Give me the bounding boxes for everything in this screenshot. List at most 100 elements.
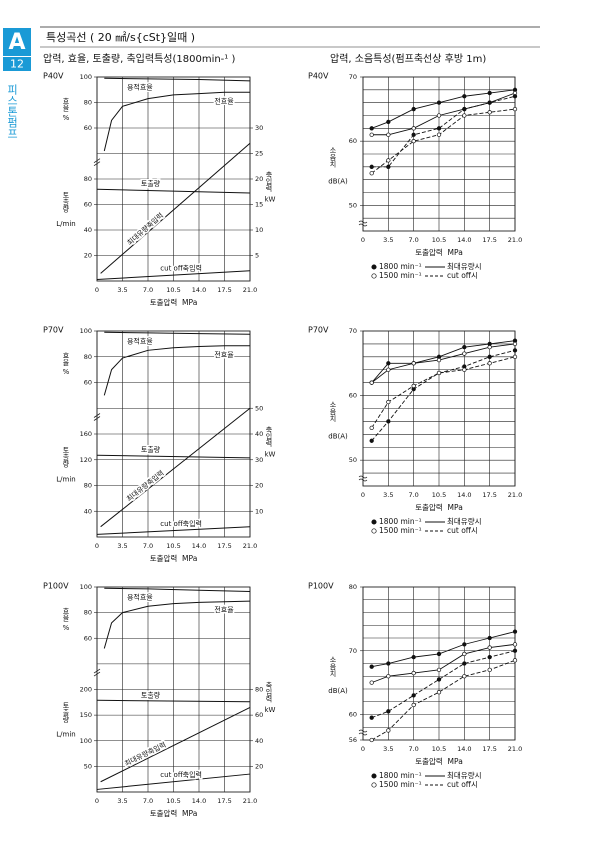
series-label: 전효율 (214, 96, 234, 105)
x-tick-label: 10.5 (166, 542, 180, 550)
data-point (462, 106, 467, 112)
y-axis-unit: L/min (56, 475, 75, 483)
chart-title: P40V (43, 72, 64, 81)
data-point (512, 106, 518, 112)
x-tick-label: 0 (361, 745, 365, 753)
y-tick-label: 60 (84, 201, 92, 209)
legend-label: 최대유량시 (447, 261, 482, 271)
data-point (386, 419, 391, 424)
axis-break (358, 729, 368, 736)
x-tick-label: 3.5 (117, 286, 127, 294)
data-point (436, 100, 442, 105)
data-point (369, 164, 374, 169)
x-tick-label: 17.5 (217, 286, 231, 294)
legend-marker (371, 782, 377, 788)
x-tick-label: 21.0 (508, 236, 522, 244)
badge-page (3, 57, 31, 71)
data-point (512, 658, 518, 663)
data-point (462, 651, 467, 657)
y-tick-label: 60 (255, 711, 263, 719)
data-point (369, 171, 374, 176)
y3-axis-title: 효율 (62, 97, 70, 111)
data-point (487, 635, 492, 641)
x-tick-label: 21.0 (243, 286, 257, 294)
chart-title: P40V (308, 72, 329, 81)
data-point (436, 667, 442, 673)
legend-label: 최대유량시 (447, 516, 482, 526)
y-tick-label: 50 (349, 456, 357, 464)
x-tick-label: 3.5 (117, 797, 127, 805)
data-point (487, 110, 492, 115)
legend-marker (371, 773, 377, 779)
x-tick-label: 14.0 (192, 797, 206, 805)
data-point (462, 113, 467, 118)
data-point (386, 132, 391, 137)
y-tick-label: 80 (84, 482, 92, 490)
series-line (103, 600, 251, 649)
data-point (386, 709, 391, 714)
data-point (411, 670, 416, 676)
y-tick-label: 40 (255, 430, 263, 438)
y-axis-unit: dB(A) (328, 687, 348, 695)
x-tick-label: 3.5 (383, 236, 393, 244)
x-tick-label: 17.5 (482, 745, 496, 753)
y-tick-label: 40 (255, 737, 263, 745)
y-tick-label: 60 (349, 711, 357, 719)
x-tick-label: 21.0 (508, 745, 522, 753)
x-axis-title: 토출압력 MPa (415, 247, 463, 257)
y-tick-label: 50 (255, 404, 263, 412)
y-tick-label: 50 (84, 762, 92, 770)
chart-title: P70V (43, 326, 64, 335)
data-point (369, 438, 374, 443)
x-tick-label: 10.5 (432, 236, 446, 244)
data-point (386, 164, 391, 169)
axis-break (358, 220, 368, 227)
data-point (369, 380, 374, 385)
y2-axis-title: 축입력 (265, 425, 273, 448)
series-line (371, 89, 516, 129)
data-point (462, 94, 467, 99)
series-line (371, 659, 516, 741)
data-point (512, 94, 518, 99)
x-tick-label: 10.5 (166, 286, 180, 294)
series-line (96, 270, 251, 280)
data-point (411, 693, 416, 698)
series-line (96, 454, 251, 459)
data-point (386, 361, 391, 366)
data-point (512, 348, 518, 353)
series-label: 용적효율 (127, 592, 153, 601)
x-tick-label: 14.0 (192, 286, 206, 294)
plot-frame (362, 76, 516, 232)
x-tick-label: 0 (95, 542, 99, 550)
y-tick-label: 100 (80, 737, 92, 745)
data-point (462, 661, 467, 666)
data-point (487, 354, 492, 359)
x-tick-label: 21.0 (243, 797, 257, 805)
y-tick-label: 70 (349, 73, 357, 81)
y-tick-label: 100 (80, 73, 92, 81)
x-tick-label: 3.5 (383, 745, 393, 753)
y-axis-unit: dB(A) (328, 178, 348, 186)
data-point (436, 651, 442, 657)
y-tick-label: 56 (349, 736, 357, 744)
y-axis-unit: dB(A) (328, 432, 348, 440)
x-axis-title: 토출압력 MPa (415, 502, 463, 512)
legend-marker (371, 519, 377, 525)
plot-frame (362, 330, 516, 487)
legend-label: 최대유량시 (447, 770, 482, 780)
x-tick-label: 14.0 (457, 491, 471, 499)
x-tick-label: 7.0 (408, 236, 418, 244)
series-label: cut off축입력 (160, 770, 202, 779)
data-point (369, 664, 374, 669)
y-tick-label: 60 (349, 392, 357, 400)
data-point (436, 357, 442, 363)
data-point (462, 344, 467, 350)
data-point (487, 90, 492, 96)
y-axis-title: 소음치 (329, 401, 337, 423)
y-tick-label: 80 (84, 175, 92, 183)
data-point (462, 674, 467, 679)
x-axis-title: 토출압력 MPa (150, 553, 198, 563)
y-tick-label: 70 (349, 327, 357, 335)
data-point (386, 661, 391, 666)
chart-title: P70V (308, 326, 329, 335)
